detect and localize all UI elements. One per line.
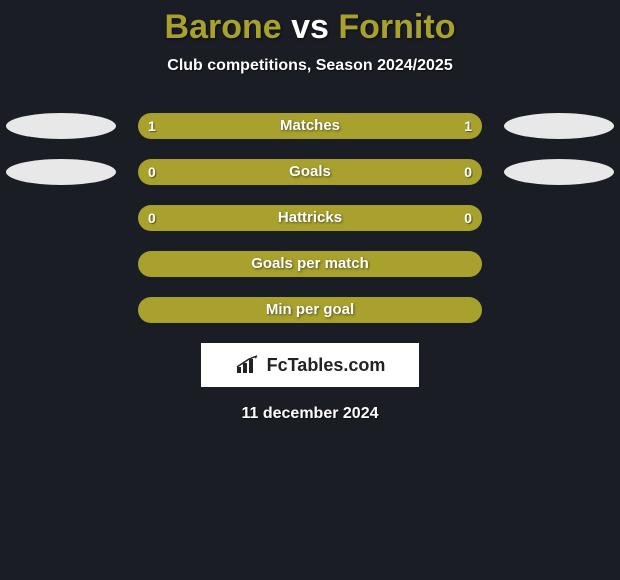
comparison-title: Barone vs Fornito [0,0,620,47]
stat-bar: Min per goal [138,297,482,323]
stat-label: Hattricks [138,205,482,231]
stat-bar: Goals0 0 [138,159,482,185]
stat-label: Matches [138,113,482,139]
player2-ellipse [504,113,614,139]
stat-row: Goals per match [0,251,620,277]
stat-value-left: 0 [148,159,156,185]
player2-name: Fornito [338,8,455,46]
player1-name: Barone [165,8,282,46]
subtitle: Club competitions, Season 2024/2025 [0,57,620,75]
stat-rows: Matches11Goals00Hattricks00Goals per mat… [0,113,620,323]
stat-value-right: 0 [464,159,472,185]
vs-label: vs [291,8,329,46]
stat-row: Min per goal [0,297,620,323]
stat-row: Matches1 1 [0,113,620,139]
stat-label: Goals [138,159,482,185]
player2-ellipse [504,159,614,185]
stat-row: Goals0 0 [0,159,620,185]
date-label: 11 december 2024 [0,405,620,423]
stat-label: Min per goal [138,297,482,323]
player1-ellipse [6,113,116,139]
stat-label: Goals per match [138,251,482,277]
fctables-logo[interactable]: FcTables.com [201,343,419,387]
stat-value-left: 1 [148,113,156,139]
stat-row: Hattricks0 0 [0,205,620,231]
stat-bar: Matches1 1 [138,113,482,139]
player1-ellipse [6,159,116,185]
stat-value-right: 0 [464,205,472,231]
stat-value-left: 0 [148,205,156,231]
stat-value-right: 1 [464,113,472,139]
stat-bar: Hattricks0 0 [138,205,482,231]
bar-chart-icon [235,355,261,375]
stat-bar: Goals per match [138,251,482,277]
logo-text: FcTables.com [267,355,386,376]
